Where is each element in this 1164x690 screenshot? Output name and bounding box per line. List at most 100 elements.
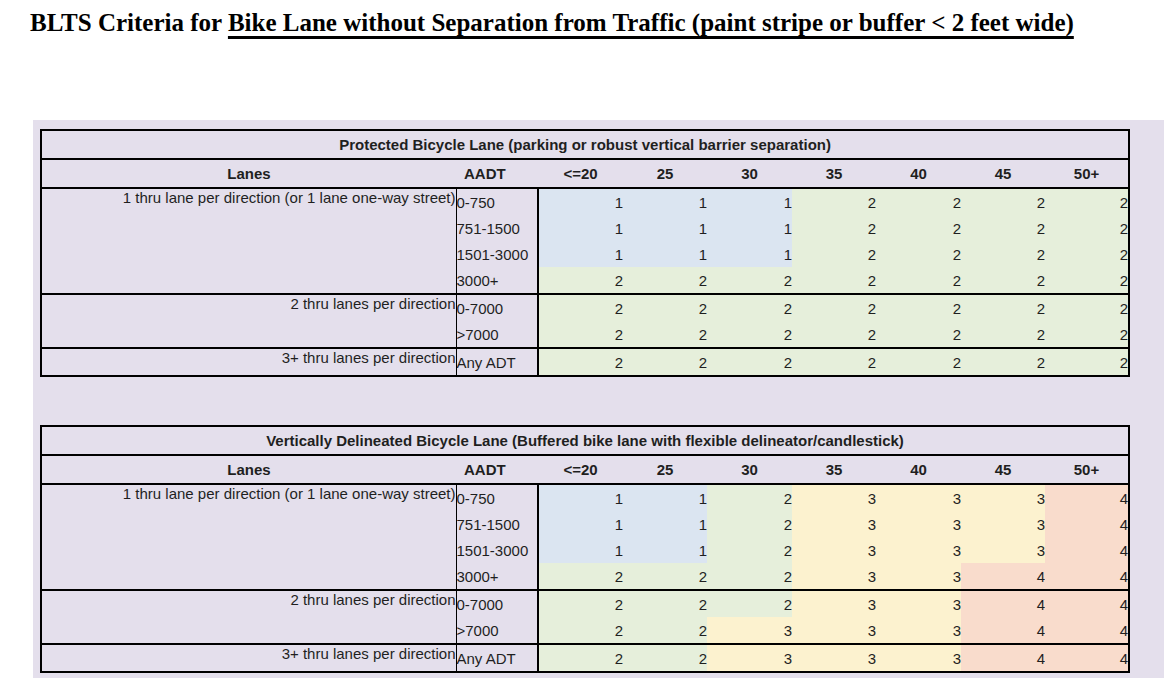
lts-score-cell: 2: [623, 563, 707, 590]
lts-score-cell: 3: [792, 511, 876, 537]
lts-score-cell: 2: [1045, 321, 1129, 348]
aadt-cell: 3000+: [456, 563, 538, 590]
lts-score-cell: 2: [538, 617, 623, 644]
column-header-aadt: AADT: [456, 159, 538, 188]
lts-score-cell: 4: [961, 617, 1045, 644]
lts-score-cell: 1: [623, 241, 707, 267]
page-title: BLTS Criteria for Bike Lane without Sepa…: [30, 4, 1142, 42]
lts-score-cell: 3: [961, 511, 1045, 537]
lts-score-cell: 3: [707, 644, 792, 672]
lts-score-cell: 2: [1045, 294, 1129, 321]
lts-score-cell: 2: [707, 321, 792, 348]
lts-score-cell: 2: [792, 321, 876, 348]
lts-score-cell: 3: [876, 644, 961, 672]
table-title: Protected Bicycle Lane (parking or robus…: [41, 130, 1129, 159]
lts-score-cell: 1: [707, 188, 792, 215]
lts-score-cell: 2: [538, 348, 623, 376]
column-header-lanes: Lanes: [41, 455, 456, 484]
lts-score-cell: 3: [876, 484, 961, 511]
aadt-cell: 0-7000: [456, 590, 538, 617]
lts-score-cell: 2: [707, 484, 792, 511]
lts-score-cell: 4: [1045, 590, 1129, 617]
title-underlined: Bike Lane without Separation from Traffi…: [228, 9, 1074, 36]
lane-group-label: 2 thru lanes per direction: [41, 294, 456, 348]
lts-score-cell: 2: [876, 215, 961, 241]
lts-score-cell: 2: [1045, 241, 1129, 267]
lts-score-cell: 1: [538, 188, 623, 215]
column-header-row: LanesAADT<=20253035404550+: [41, 455, 1129, 484]
column-header-row: LanesAADT<=20253035404550+: [41, 159, 1129, 188]
lts-score-cell: 3: [876, 511, 961, 537]
aadt-cell: Any ADT: [456, 644, 538, 672]
lts-score-cell: 2: [961, 321, 1045, 348]
lts-score-cell: 3: [876, 590, 961, 617]
lts-score-cell: 1: [538, 537, 623, 563]
lts-score-cell: 2: [876, 348, 961, 376]
lts-score-cell: 3: [707, 617, 792, 644]
lts-score-cell: 3: [876, 537, 961, 563]
table-protected-bicycle-lane: Protected Bicycle Lane (parking or robus…: [40, 129, 1130, 377]
lts-score-cell: 2: [623, 267, 707, 294]
table-row: 2 thru lanes per direction0-70002222222: [41, 294, 1129, 321]
lane-group-label: 3+ thru lanes per direction: [41, 644, 456, 672]
column-header-speed: 25: [623, 455, 707, 484]
aadt-cell: 751-1500: [456, 511, 538, 537]
lts-score-cell: 4: [1045, 644, 1129, 672]
lane-row-group: 3+ thru lanes per directionAny ADT223334…: [41, 644, 1129, 672]
lts-score-cell: 2: [1045, 188, 1129, 215]
lts-score-cell: 3: [876, 563, 961, 590]
column-header-speed: 50+: [1045, 455, 1129, 484]
lts-score-cell: 1: [623, 215, 707, 241]
column-header-speed: 45: [961, 455, 1045, 484]
aadt-cell: 1501-3000: [456, 241, 538, 267]
lts-score-cell: 3: [792, 563, 876, 590]
lane-group-label: 3+ thru lanes per direction: [41, 348, 456, 376]
aadt-cell: Any ADT: [456, 348, 538, 376]
lts-score-cell: 2: [792, 267, 876, 294]
lane-row-group: 1 thru lane per direction (or 1 lane one…: [41, 484, 1129, 590]
title-prefix: BLTS Criteria for: [30, 9, 228, 36]
lts-score-cell: 3: [792, 644, 876, 672]
lts-score-cell: 3: [792, 590, 876, 617]
table-row: 3+ thru lanes per directionAny ADT222222…: [41, 348, 1129, 376]
lts-score-cell: 3: [961, 537, 1045, 563]
lane-row-group: 3+ thru lanes per directionAny ADT222222…: [41, 348, 1129, 376]
lts-score-cell: 2: [538, 644, 623, 672]
column-header-speed: <=20: [538, 455, 623, 484]
document-page: BLTS Criteria for Bike Lane without Sepa…: [0, 0, 1164, 690]
lts-score-cell: 4: [1045, 537, 1129, 563]
table-title-row: Vertically Delineated Bicycle Lane (Buff…: [41, 426, 1129, 455]
lts-score-cell: 3: [792, 617, 876, 644]
lts-score-cell: 2: [538, 267, 623, 294]
lts-score-cell: 2: [876, 294, 961, 321]
lts-score-cell: 2: [876, 267, 961, 294]
column-header-lanes: Lanes: [41, 159, 456, 188]
lts-score-cell: 2: [623, 617, 707, 644]
aadt-cell: >7000: [456, 321, 538, 348]
aadt-cell: >7000: [456, 617, 538, 644]
lts-score-cell: 1: [538, 511, 623, 537]
lane-row-group: 1 thru lane per direction (or 1 lane one…: [41, 188, 1129, 294]
column-header-speed: 30: [707, 159, 792, 188]
lts-score-cell: 2: [538, 321, 623, 348]
table-title-row: Protected Bicycle Lane (parking or robus…: [41, 130, 1129, 159]
lts-score-cell: 2: [707, 563, 792, 590]
table-row: 2 thru lanes per direction0-70002223344: [41, 590, 1129, 617]
table-row: 3+ thru lanes per directionAny ADT223334…: [41, 644, 1129, 672]
blts-table: Protected Bicycle Lane (parking or robus…: [40, 129, 1130, 377]
lts-score-cell: 2: [792, 348, 876, 376]
lts-score-cell: 4: [1045, 484, 1129, 511]
column-header-speed: 40: [876, 159, 961, 188]
table-row: 1 thru lane per direction (or 1 lane one…: [41, 188, 1129, 215]
lts-score-cell: 2: [623, 321, 707, 348]
tables-panel: Protected Bicycle Lane (parking or robus…: [33, 120, 1164, 678]
lts-score-cell: 2: [792, 215, 876, 241]
lts-score-cell: 2: [623, 590, 707, 617]
aadt-cell: 0-750: [456, 188, 538, 215]
lts-score-cell: 2: [538, 590, 623, 617]
column-header-speed: 50+: [1045, 159, 1129, 188]
lts-score-cell: 4: [1045, 511, 1129, 537]
column-header-speed: 40: [876, 455, 961, 484]
table-vertically-delineated-bicycle-lane: Vertically Delineated Bicycle Lane (Buff…: [40, 425, 1130, 673]
lts-score-cell: 2: [1045, 215, 1129, 241]
